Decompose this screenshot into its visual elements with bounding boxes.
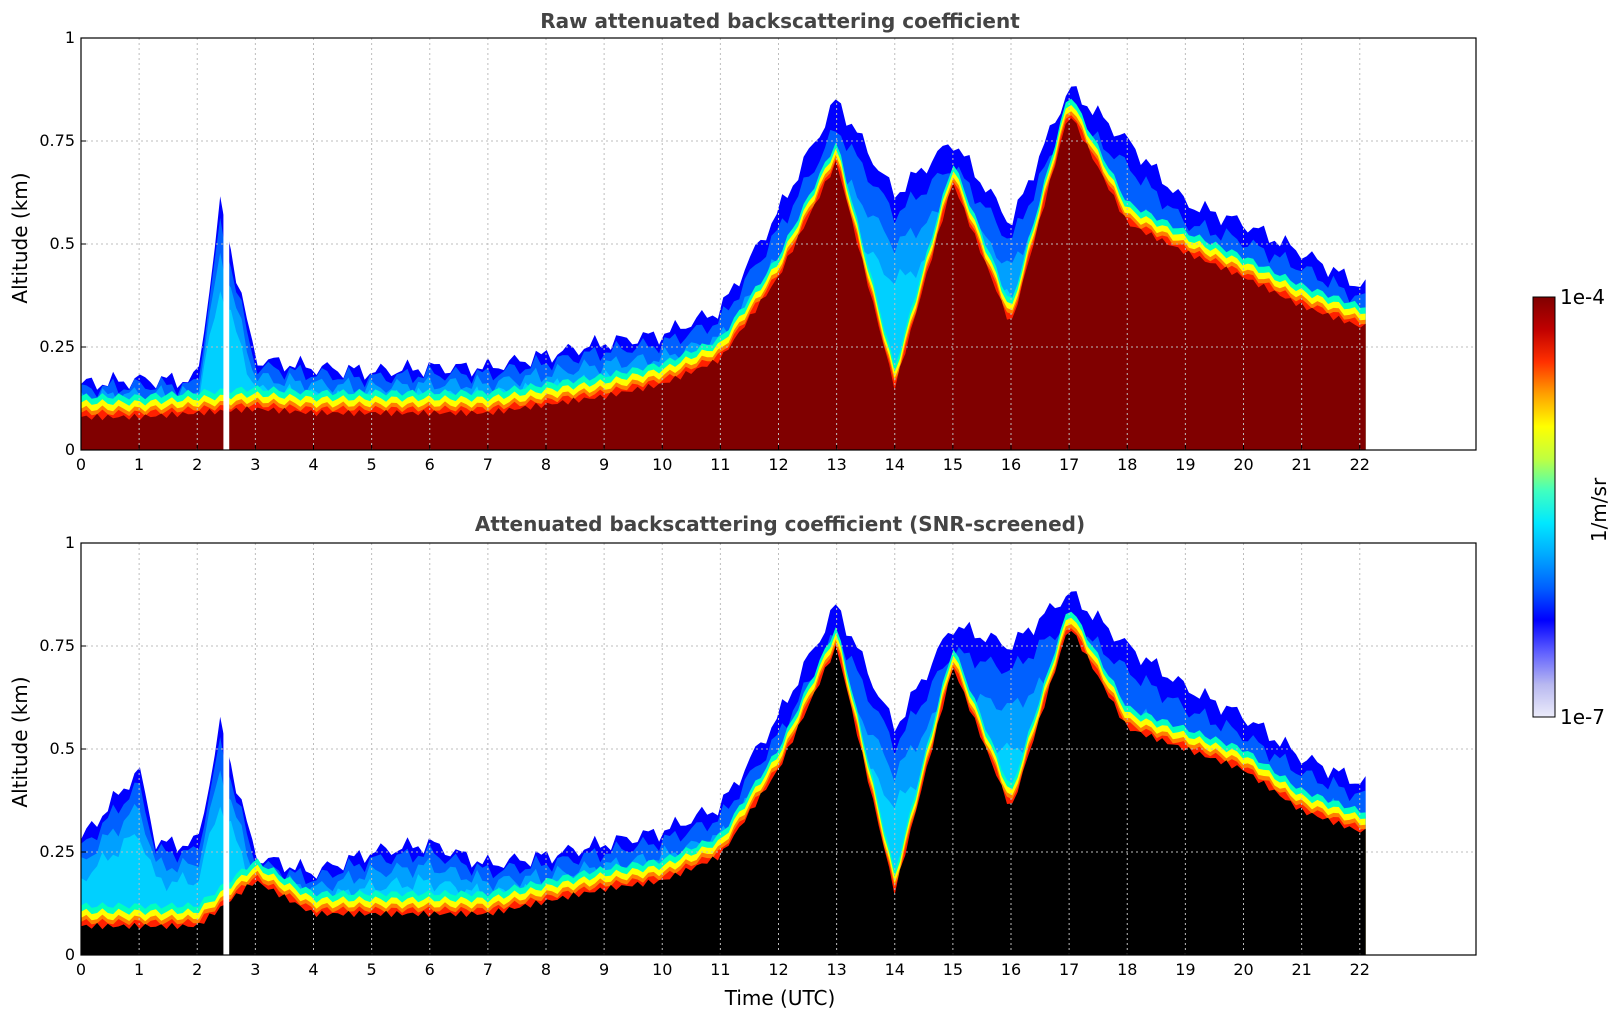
- x-tick-label: 5: [367, 960, 377, 979]
- x-tick-label: 14: [885, 960, 905, 979]
- x-tick-label: 4: [308, 960, 318, 979]
- x-tick-label: 15: [943, 455, 963, 474]
- x-tick-label: 16: [1001, 960, 1021, 979]
- y-tick-label: 0.75: [39, 636, 75, 655]
- colorbar-min-label: 1e-7: [1560, 705, 1605, 729]
- x-axis-label: Time (UTC): [724, 986, 836, 1010]
- x-tick-label: 2: [192, 960, 202, 979]
- x-tick-label: 4: [308, 455, 318, 474]
- y-tick-label: 1: [65, 28, 75, 47]
- strong-layer: [81, 118, 1366, 450]
- x-tick-label: 20: [1233, 455, 1253, 474]
- x-tick-label: 22: [1350, 455, 1370, 474]
- raw-panel-y-axis-label: Altitude (km): [8, 172, 32, 303]
- x-tick-label: 11: [710, 455, 730, 474]
- y-tick-label: 1: [65, 533, 75, 552]
- x-tick-label: 15: [943, 960, 963, 979]
- x-tick-label: 20: [1233, 960, 1253, 979]
- x-tick-label: 7: [483, 960, 493, 979]
- x-tick-label: 3: [250, 455, 260, 474]
- x-tick-label: 6: [425, 455, 435, 474]
- x-tick-label: 16: [1001, 455, 1021, 474]
- x-tick-label: 1: [134, 960, 144, 979]
- x-tick-label: 3: [250, 960, 260, 979]
- x-tick-label: 2: [192, 455, 202, 474]
- x-tick-label: 10: [652, 960, 672, 979]
- colorbar-units-label: 1/m/sr: [1587, 477, 1611, 542]
- x-tick-label: 8: [541, 960, 551, 979]
- screened-backscatter-panel: Attenuated backscattering coefficient (S…: [8, 512, 1477, 1010]
- x-tick-label: 7: [483, 455, 493, 474]
- colorbar: 1e-4 1e-7 1/m/sr: [1532, 285, 1611, 729]
- x-tick-label: 17: [1059, 960, 1079, 979]
- x-tick-label: 13: [826, 455, 846, 474]
- x-tick-label: 6: [425, 960, 435, 979]
- x-tick-label: 18: [1117, 960, 1137, 979]
- x-tick-label: 11: [710, 960, 730, 979]
- grid: [81, 38, 1476, 450]
- x-tick-label: 14: [885, 455, 905, 474]
- x-tick-label: 21: [1291, 455, 1311, 474]
- raw-backscatter-panel: Raw attenuated backscattering coefficien…: [8, 9, 1477, 474]
- x-tick-label: 9: [599, 455, 609, 474]
- y-tick-label: 0: [65, 440, 75, 459]
- x-tick-label: 8: [541, 455, 551, 474]
- x-tick-label: 18: [1117, 455, 1137, 474]
- x-tick-label: 12: [768, 960, 788, 979]
- x-tick-label: 17: [1059, 455, 1079, 474]
- x-tick-label: 19: [1175, 455, 1195, 474]
- grid: [81, 543, 1476, 955]
- y-tick-label: 0.5: [50, 234, 75, 253]
- x-tick-label: 1: [134, 455, 144, 474]
- x-tick-label: 0: [76, 455, 86, 474]
- colorbar-scale: [1532, 296, 1556, 718]
- x-tick-label: 9: [599, 960, 609, 979]
- x-tick-label: 13: [826, 960, 846, 979]
- raw-panel-title: Raw attenuated backscattering coefficien…: [540, 9, 1020, 33]
- y-tick-label: 0: [65, 945, 75, 964]
- screened-panel-plot-area: 0 1 2 3 4 5 6 7 8 9 10 11 12 13 14 15 16 17 18 19 20 21 2200.2…: [39, 533, 1477, 979]
- x-tick-label: 10: [652, 455, 672, 474]
- x-tick-label: 12: [768, 455, 788, 474]
- strong-layer: [81, 631, 1366, 955]
- x-tick-label: 19: [1175, 960, 1195, 979]
- x-tick-label: 0: [76, 960, 86, 979]
- screened-panel-title: Attenuated backscattering coefficient (S…: [475, 512, 1085, 536]
- colorbar-max-label: 1e-4: [1560, 285, 1605, 309]
- y-tick-label: 0.25: [39, 337, 75, 356]
- backscatter-field: [81, 38, 1366, 451]
- x-tick-label: 21: [1291, 960, 1311, 979]
- raw-panel-plot-area: 0 1 2 3 4 5 6 7 8 9 10 11 12 13 14 15 16 17 18 19 20 21 2200.2…: [39, 28, 1477, 474]
- y-tick-label: 0.5: [50, 739, 75, 758]
- y-tick-label: 0.75: [39, 131, 75, 150]
- x-tick-label: 22: [1350, 960, 1370, 979]
- x-tick-label: 5: [367, 455, 377, 474]
- backscatter-field: [81, 543, 1366, 955]
- screened-panel-y-axis-label: Altitude (km): [8, 676, 32, 807]
- y-tick-label: 0.25: [39, 842, 75, 861]
